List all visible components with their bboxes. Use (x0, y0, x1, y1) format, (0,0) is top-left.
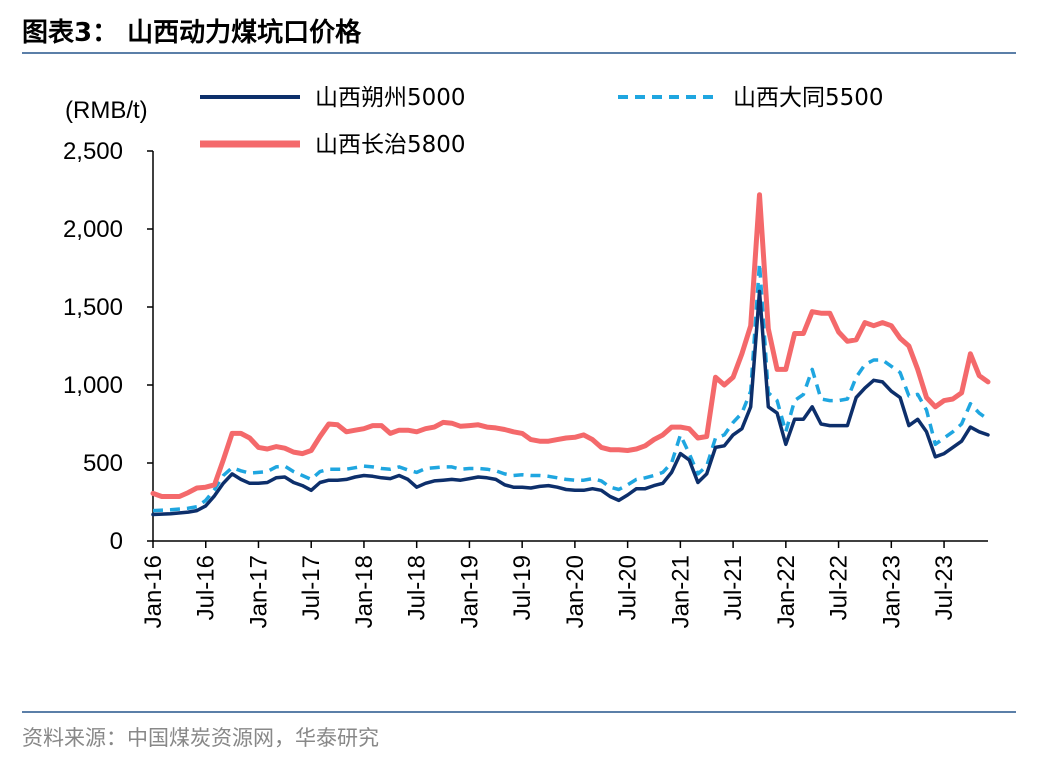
x-tick-label: Jul-21 (720, 555, 747, 620)
series-line (151, 289, 990, 517)
x-tick-label: Jul-23 (931, 555, 958, 620)
y-tick-label: 1,500 (63, 294, 123, 321)
x-tick-label: Jan-23 (878, 555, 905, 628)
series-line (152, 261, 990, 513)
x-tick-label: Jan-21 (667, 555, 694, 628)
figure-title: 图表3： 山西动力煤坑口价格 (22, 18, 362, 48)
x-tick-label: Jan-19 (456, 555, 483, 628)
series-line (150, 192, 991, 499)
x-tick-label: Jan-22 (773, 555, 800, 628)
x-tick-label: Jan-18 (351, 555, 378, 628)
x-tick-label: Jan-17 (245, 555, 272, 628)
legend-label: 山西朔州5000 (315, 85, 466, 111)
header-rule (22, 52, 1016, 54)
x-tick-label: Jul-16 (193, 555, 220, 620)
x-tick-label: Jan-20 (562, 555, 589, 628)
y-tick-label: 2,500 (63, 138, 123, 165)
x-tick-label: Jul-20 (615, 555, 642, 620)
x-tick-label: Jul-19 (509, 555, 536, 620)
y-tick-label: 500 (83, 450, 123, 477)
y-axis: 0 500 1,000 1,500 2,000 2,500 (63, 138, 154, 555)
y-axis-unit-label: (RMB/t) (65, 97, 148, 124)
chart-legend: 山西朔州5000 山西大同5500 山西长治5800 (200, 85, 884, 158)
x-tick-label: Jul-18 (404, 555, 431, 620)
source-note: 资料来源：中国煤炭资源网，华泰研究 (22, 726, 379, 750)
x-tick-label: Jul-22 (826, 555, 853, 620)
x-tick-label: Jan-16 (140, 555, 167, 628)
x-axis: Jan-16 Jul-16 Jan-17 Jul-17 Jan-18 Jul-18 Jan-… (140, 540, 988, 628)
y-tick-label: 1,000 (63, 372, 123, 399)
figure-header: 图表3： 山西动力煤坑口价格 (0, 0, 1048, 52)
price-line-chart: 山西朔州5000 山西大同5500 山西长治5800 (RMB/t) 0 500 1,0… (63, 85, 991, 628)
series-layer (150, 192, 991, 517)
legend-label: 山西长治5800 (315, 132, 466, 158)
x-tick-label: Jul-17 (298, 555, 325, 620)
y-tick-label: 0 (110, 528, 123, 555)
footer-rule (22, 711, 1016, 713)
y-tick-label: 2,000 (63, 216, 123, 243)
legend-label: 山西大同5500 (733, 85, 884, 111)
